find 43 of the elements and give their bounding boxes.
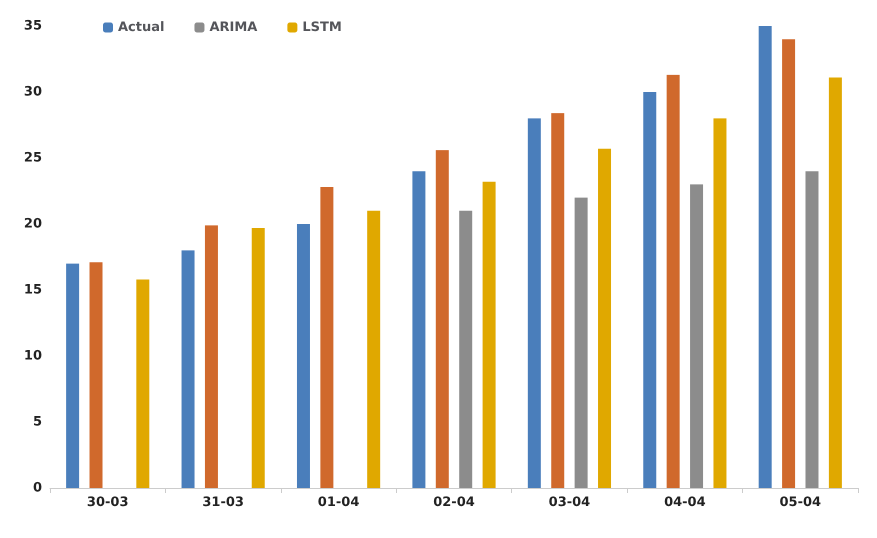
legend-label: Actual	[118, 20, 164, 35]
bar	[551, 113, 564, 488]
bar	[436, 150, 449, 488]
bar	[828, 77, 842, 488]
y-tick-label: 20	[24, 216, 42, 232]
bar	[713, 118, 726, 488]
bar	[690, 184, 704, 488]
bar	[66, 264, 80, 488]
bar	[367, 210, 380, 488]
bar	[482, 182, 496, 488]
bar	[528, 118, 541, 488]
y-tick-label: 10	[24, 348, 42, 364]
y-tick-label: 5	[32, 414, 42, 430]
bar	[782, 39, 796, 488]
bar	[204, 225, 218, 488]
y-tick-label: 35	[24, 18, 42, 34]
x-tick-label: 04-04	[664, 495, 706, 510]
x-tick-label: 05-04	[779, 495, 822, 510]
x-tick-label: 31-03	[202, 495, 244, 510]
bar	[182, 250, 195, 488]
x-tick-label: 02-04	[433, 495, 475, 510]
y-tick-label: 25	[24, 150, 42, 166]
legend-label: ARIMA	[209, 20, 258, 35]
bar	[252, 228, 265, 488]
x-tick-label: 30-03	[86, 495, 129, 510]
bar	[643, 92, 656, 488]
bar	[136, 279, 150, 488]
x-tick-label: 01-04	[318, 495, 360, 510]
y-tick-label: 0	[32, 480, 42, 496]
legend-label: LSTM	[302, 20, 342, 35]
bar	[666, 74, 680, 488]
bar	[459, 210, 472, 488]
bar	[90, 262, 103, 488]
y-tick-label: 30	[24, 84, 42, 100]
bar	[758, 26, 772, 488]
bar	[574, 198, 588, 488]
bar	[805, 171, 818, 488]
bar	[320, 187, 334, 488]
bar	[598, 148, 612, 488]
bar	[412, 171, 426, 488]
y-tick-label: 15	[24, 282, 42, 298]
bar	[296, 224, 310, 488]
x-tick-label: 03-04	[548, 495, 590, 510]
